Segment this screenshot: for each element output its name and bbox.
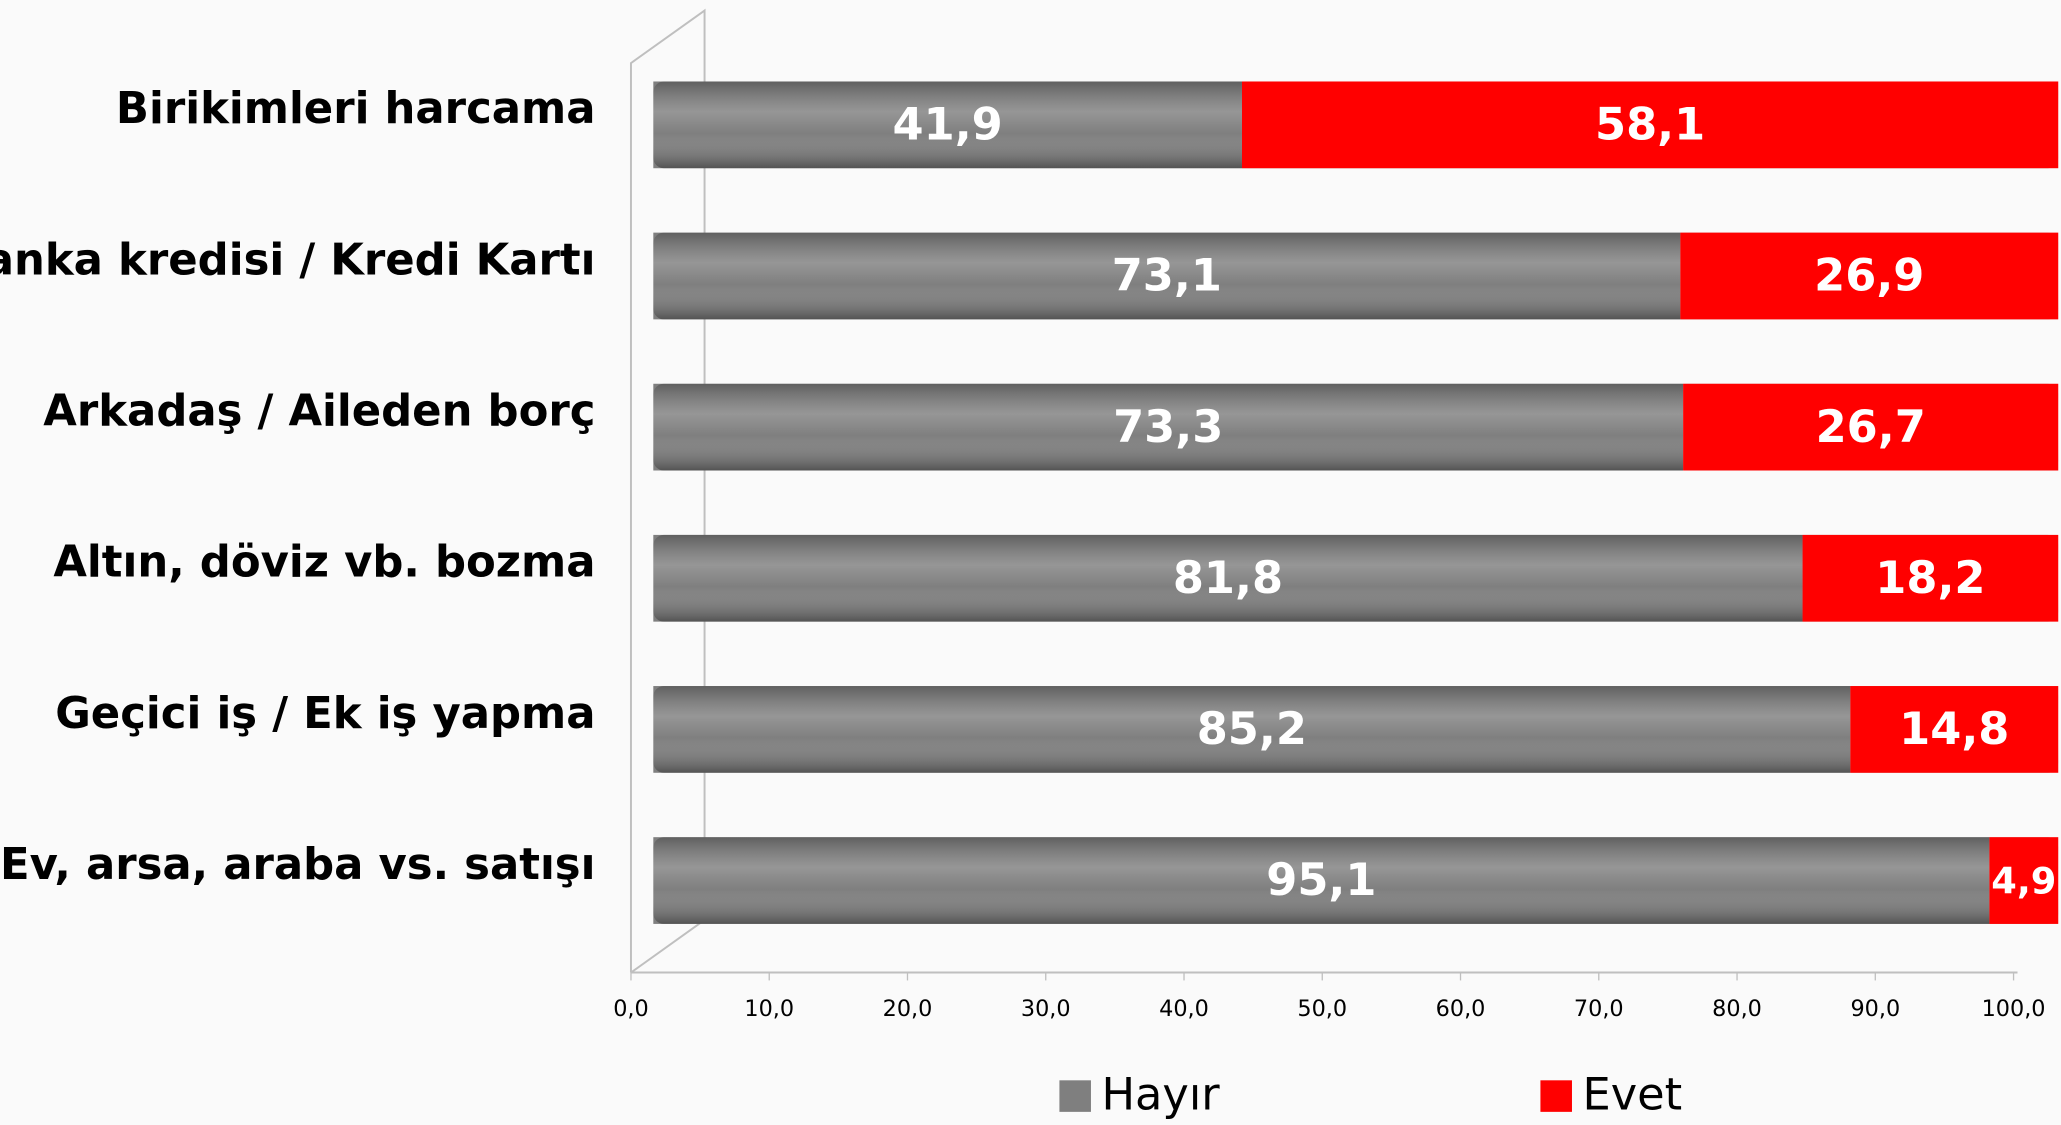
x-tick-label: 40,0 — [1159, 996, 1209, 1022]
bar-segment — [1802, 534, 2059, 622]
bar-segment — [1680, 232, 2059, 320]
category-label: Arkadaş / Aileden borç — [43, 386, 595, 436]
value-label: 26,9 — [1814, 250, 1924, 302]
bar-segment — [1683, 383, 2059, 471]
category-label: Banka kredisi / Kredi Kartı — [0, 235, 595, 285]
value-label: 4,9 — [1991, 860, 2056, 903]
x-tick-label: 30,0 — [1021, 996, 1071, 1022]
x-tick-label: 0,0 — [613, 996, 649, 1022]
legend-swatch — [1540, 1080, 1572, 1112]
value-label: 41,9 — [893, 98, 1003, 150]
legend-label: Evet — [1582, 1068, 1682, 1120]
x-tick-label: 100,0 — [1982, 996, 2046, 1022]
bar-segment — [1989, 837, 2059, 924]
x-tick-label: 80,0 — [1712, 996, 1762, 1022]
value-label: 58,1 — [1595, 98, 1705, 150]
bar-segment — [1241, 81, 2059, 169]
value-label: 85,2 — [1197, 703, 1307, 755]
bar-shading — [653, 686, 2059, 773]
category-label: Ev, arsa, araba vs. satışı — [0, 840, 595, 890]
x-tick-label: 70,0 — [1574, 996, 1624, 1022]
value-label: 73,3 — [1113, 401, 1223, 453]
value-label: 18,2 — [1875, 552, 1985, 604]
value-label: 26,7 — [1816, 401, 1926, 453]
category-label: Altın, döviz vb. bozma — [53, 538, 595, 588]
value-label: 14,8 — [1899, 703, 2009, 755]
bar-segment — [1850, 686, 2059, 773]
bar-shading — [653, 534, 2059, 622]
bar-shading — [653, 837, 2059, 924]
x-tick-label: 20,0 — [883, 996, 933, 1022]
x-tick-label: 60,0 — [1436, 996, 1486, 1022]
category-label: Birikimleri harcama — [116, 84, 596, 134]
value-label: 81,8 — [1173, 552, 1283, 604]
value-label: 95,1 — [1266, 854, 1376, 906]
x-tick-label: 90,0 — [1850, 996, 1900, 1022]
category-label: Geçici iş / Ek iş yapma — [55, 689, 595, 739]
x-tick-label: 10,0 — [744, 996, 794, 1022]
value-label: 73,1 — [1112, 250, 1222, 302]
legend-swatch — [1059, 1080, 1091, 1112]
x-tick-label: 50,0 — [1297, 996, 1347, 1022]
legend-label: Hayır — [1101, 1068, 1220, 1120]
